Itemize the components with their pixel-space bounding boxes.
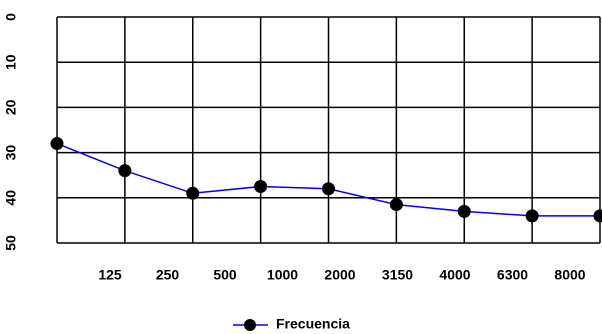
legend-marker	[244, 319, 256, 331]
legend-label: Frecuencia	[276, 316, 350, 332]
x-tick-label: 4000	[439, 267, 470, 283]
x-tick-label: 6300	[497, 267, 528, 283]
data-point	[389, 198, 403, 212]
x-tick-label: 125	[98, 267, 122, 283]
y-tick-label: 50	[3, 235, 19, 251]
x-tick-label: 8000	[554, 267, 585, 283]
x-tick-label: 2000	[324, 267, 355, 283]
x-tick-label: 250	[156, 267, 180, 283]
x-tick-label: 1000	[267, 267, 298, 283]
data-point	[186, 186, 200, 200]
data-point	[593, 209, 602, 223]
x-tick-label: 500	[213, 267, 237, 283]
data-point	[118, 164, 132, 178]
y-tick-label: 0	[3, 13, 19, 21]
data-point	[50, 137, 64, 151]
data-point	[525, 209, 539, 223]
legend: Frecuencia	[233, 316, 350, 332]
y-tick-label: 10	[3, 54, 19, 70]
data-point	[322, 182, 335, 196]
x-tick-label: 3150	[382, 267, 413, 283]
y-tick-label: 30	[3, 145, 19, 161]
data-point	[457, 204, 471, 218]
data-point	[254, 180, 268, 193]
y-tick-label: 20	[3, 99, 19, 115]
y-tick-label: 40	[3, 190, 19, 206]
